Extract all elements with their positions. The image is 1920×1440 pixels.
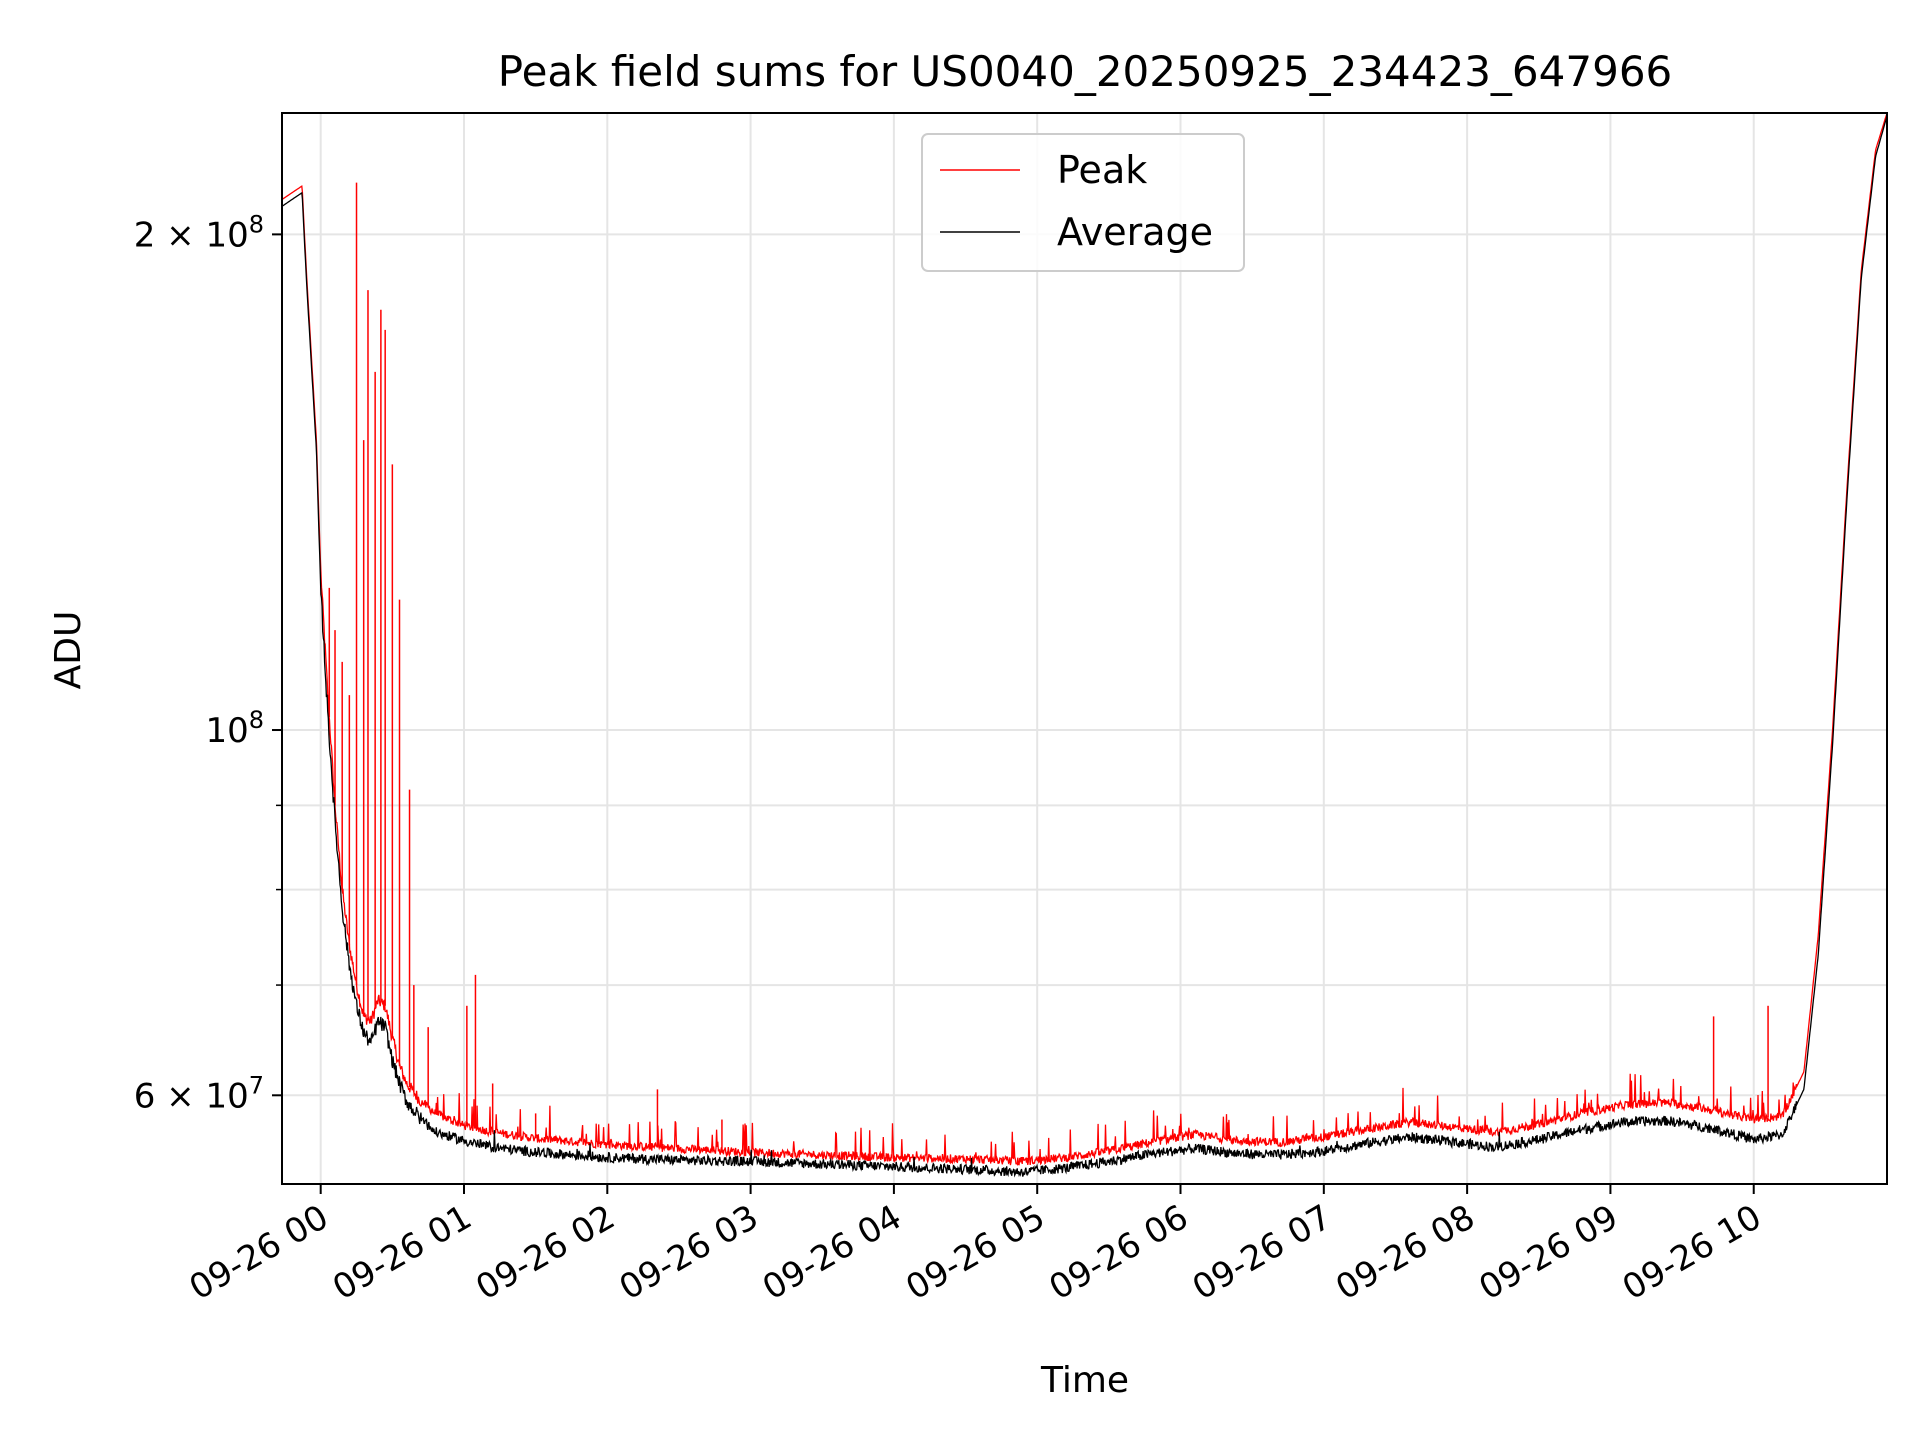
y-axis: 2 × 108 108 6 × 107	[134, 210, 282, 1116]
y-tick-label-0: 2 × 108	[134, 210, 264, 255]
y-tick-label-2: 6 × 107	[134, 1071, 264, 1116]
grid-lines	[282, 113, 1887, 1184]
plot-frame	[281, 112, 1888, 1185]
legend-label-average: Average	[1057, 210, 1213, 254]
x-axis-label: Time	[1040, 1360, 1129, 1401]
series-layer	[282, 113, 1887, 1178]
y-tick-label-1: 108	[205, 706, 264, 751]
series-peak-line	[282, 113, 1887, 1166]
series-average	[282, 115, 1887, 1178]
series-average-line	[282, 115, 1887, 1178]
series-peak	[282, 113, 1887, 1166]
legend-box	[921, 133, 1245, 272]
chart-title: Peak field sums for US0040_20250925_2344…	[498, 47, 1673, 96]
legend-label-peak: Peak	[1057, 148, 1147, 192]
y-axis-label: ADU	[48, 611, 89, 690]
legend: Peak Average	[921, 133, 1245, 272]
